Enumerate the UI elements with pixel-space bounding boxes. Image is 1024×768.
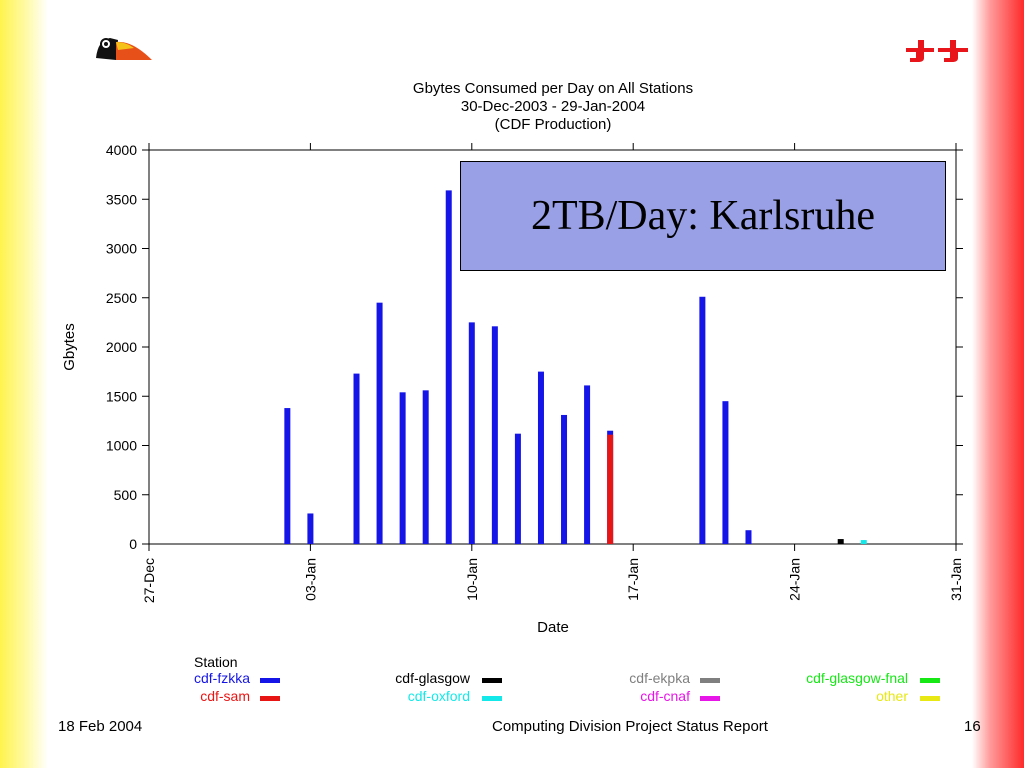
bar-cdf-fzkka <box>745 530 752 544</box>
legend-swatch-other <box>920 696 940 701</box>
x-tick-label: 03-Jan <box>302 558 318 601</box>
bar-cdf-fzkka <box>514 433 521 544</box>
footer-title: Computing Division Project Status Report <box>492 718 768 735</box>
x-tick-label: 27-Dec <box>141 558 157 603</box>
bar-cdf-fzkka <box>468 322 475 544</box>
legend-title: Station <box>194 654 238 670</box>
legend-item-cdf-cnaf: cdf-cnaf <box>640 688 690 704</box>
bar-cdf-fzkka <box>537 371 544 544</box>
y-tick-label: 4000 <box>106 142 137 158</box>
y-tick-label: 500 <box>114 487 138 503</box>
left-gradient-border <box>0 0 48 768</box>
legend-swatch-cdf-ekpka <box>700 678 720 683</box>
page-number: 16 <box>964 718 981 735</box>
callout-box: 2TB/Day: Karlsruhe <box>460 161 946 271</box>
legend-swatch-cdf-fzkka <box>260 678 280 683</box>
bar-cdf-fzkka <box>722 401 729 544</box>
x-tick-label: 17-Jan <box>625 558 641 601</box>
callout-text: 2TB/Day: Karlsruhe <box>530 193 876 239</box>
y-tick-label: 3000 <box>106 241 137 257</box>
bar-cdf-fzkka <box>307 513 314 544</box>
y-axis-label: Gbytes <box>61 323 78 371</box>
legend-swatch-cdf-glasgow-fnal <box>920 678 940 683</box>
x-tick-label: 31-Jan <box>948 558 964 601</box>
bar-cdf-fzkka <box>584 385 591 544</box>
y-tick-label: 2500 <box>106 290 137 306</box>
cdf-logo-icon <box>904 38 970 69</box>
legend-item-cdf-sam: cdf-sam <box>200 688 250 704</box>
y-tick-label: 1500 <box>106 388 137 404</box>
y-tick-label: 2000 <box>106 339 137 355</box>
y-tick-label: 0 <box>129 536 137 552</box>
bar-cdf-fzkka <box>284 408 291 544</box>
chart-title-line: Gbytes Consumed per Day on All Stations <box>413 80 693 97</box>
legend-swatch-cdf-sam <box>260 696 280 701</box>
bar-cdf-fzkka <box>399 392 406 544</box>
bar-cdf-glasgow <box>837 539 844 544</box>
x-axis-label: Date <box>537 619 569 636</box>
legend-item-cdf-oxford: cdf-oxford <box>407 688 470 704</box>
right-gradient-border <box>972 0 1024 768</box>
bar-cdf-fzkka <box>353 373 360 544</box>
chart-title-line: (CDF Production) <box>495 116 612 133</box>
bar-cdf-fzkka <box>445 190 452 544</box>
legend-swatch-cdf-oxford <box>482 696 502 701</box>
toucan-logo-icon <box>92 32 156 69</box>
bar-cdf-fzkka <box>561 414 568 544</box>
legend-item-other: other <box>876 688 908 704</box>
bar-cdf-oxford <box>860 540 867 544</box>
chart-title-line: 30-Dec-2003 - 29-Jan-2004 <box>461 98 645 115</box>
bar-cdf-fzkka <box>699 296 706 544</box>
legend-item-cdf-glasgow-fnal: cdf-glasgow-fnal <box>806 670 908 686</box>
footer-date: 18 Feb 2004 <box>58 718 143 735</box>
legend-item-cdf-fzkka: cdf-fzkka <box>193 670 250 686</box>
bar-cdf-sam <box>607 434 614 544</box>
y-tick-label: 3500 <box>106 191 137 207</box>
x-tick-label: 10-Jan <box>464 558 480 601</box>
bar-cdf-fzkka <box>491 326 498 544</box>
x-tick-label: 24-Jan <box>787 558 803 601</box>
y-tick-label: 1000 <box>106 438 137 454</box>
bar-cdf-fzkka <box>376 302 383 544</box>
legend-item-cdf-glasgow: cdf-glasgow <box>395 670 470 686</box>
legend-item-cdf-ekpka: cdf-ekpka <box>629 670 690 686</box>
legend-swatch-cdf-glasgow <box>482 678 502 683</box>
bar-cdf-fzkka <box>422 390 429 544</box>
legend-swatch-cdf-cnaf <box>700 696 720 701</box>
